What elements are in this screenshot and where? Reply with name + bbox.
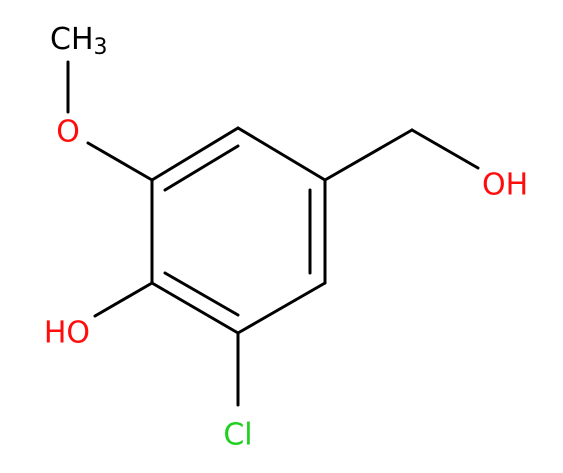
methyl-main: CH bbox=[50, 22, 94, 57]
oxygen-label: O bbox=[56, 115, 80, 150]
bond bbox=[93, 281, 154, 318]
double-bond-inner bbox=[163, 271, 240, 317]
bonds bbox=[66, 60, 480, 407]
bond bbox=[150, 126, 240, 182]
bond bbox=[150, 281, 240, 335]
bond bbox=[323, 128, 414, 182]
bond bbox=[236, 281, 327, 335]
chlorine-label: Cl bbox=[223, 418, 252, 453]
bond bbox=[86, 141, 154, 182]
methyl-label: CH3 bbox=[50, 22, 108, 61]
bond bbox=[410, 128, 480, 170]
bond bbox=[236, 126, 327, 182]
hydroxyl-label: OH bbox=[482, 168, 528, 203]
hydroxyl-label: HO bbox=[44, 316, 90, 351]
double-bond-inner bbox=[163, 144, 240, 192]
methyl-subscript: 3 bbox=[94, 35, 108, 60]
